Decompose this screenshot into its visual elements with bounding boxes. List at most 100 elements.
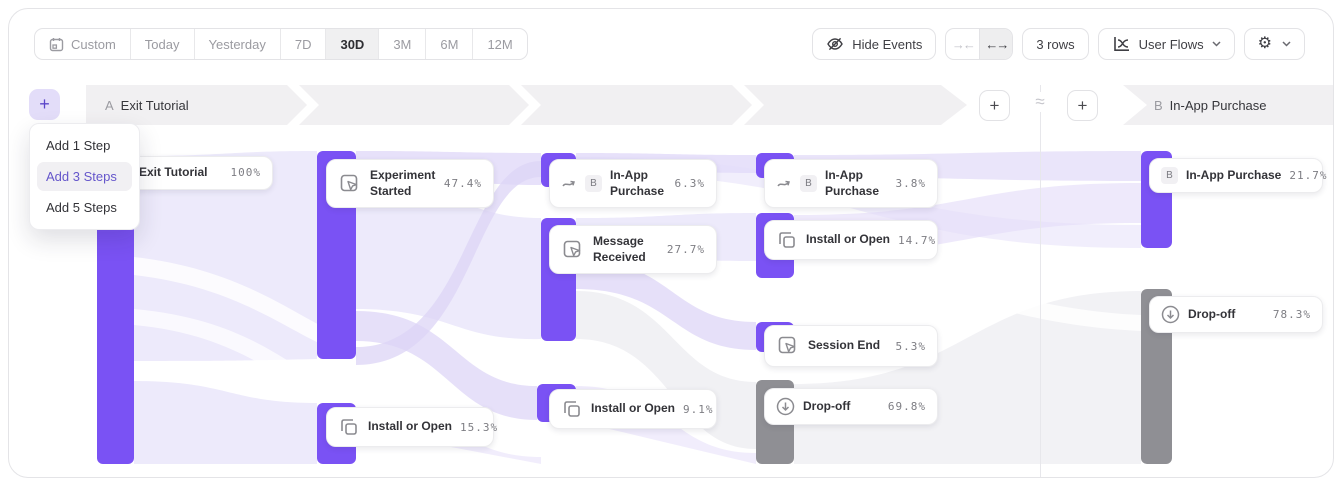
hide-events-button[interactable]: Hide Events <box>812 28 937 60</box>
node-percent: 47.4% <box>443 177 482 191</box>
view-type-dropdown[interactable]: User Flows <box>1097 28 1235 60</box>
date-range-label: Yesterday <box>208 36 266 52</box>
settings-dropdown[interactable]: ⚙ <box>1243 28 1305 60</box>
node-label: Drop-off <box>1188 306 1236 321</box>
add-step-a-button[interactable]: + <box>979 90 1010 121</box>
expand-icon: ←→ <box>985 36 1009 52</box>
rows-count-button[interactable]: 3 rows <box>1022 28 1089 60</box>
step-a-header[interactable]: A Exit Tutorial <box>105 94 189 116</box>
section-b-badge: B <box>1161 167 1178 184</box>
expand-columns-button[interactable]: ←→ <box>979 29 1013 59</box>
add-step-button[interactable]: + <box>29 89 60 120</box>
node-percent: 69.8% <box>887 400 926 413</box>
menu-item-add-5-steps[interactable]: Add 5 Steps <box>46 200 117 215</box>
flow-node-message-received[interactable]: Message Received 27.7% <box>549 225 717 275</box>
flow-node-session-end[interactable]: Session End 5.3% <box>764 325 938 367</box>
date-range-label: 3M <box>393 36 412 52</box>
plus-icon: + <box>1077 95 1088 115</box>
node-percent: 3.8% <box>895 177 926 191</box>
node-label: Message Received <box>593 234 646 264</box>
date-range-selector: Custom Today Yesterday 7D 30D 3M 6M 12M <box>34 28 528 60</box>
node-label: Session End <box>808 338 881 353</box>
hide-events-label: Hide Events <box>852 36 923 52</box>
flow-node-install-or-open-9[interactable]: Install or Open 9.1% <box>549 389 717 429</box>
collapse-icon: →← <box>951 36 976 52</box>
section-b-badge: B <box>800 175 817 193</box>
date-range-today[interactable]: Today <box>129 29 194 59</box>
menu-item-add-3-steps[interactable]: Add 3 Steps <box>37 162 132 191</box>
date-range-label: 12M <box>487 36 513 52</box>
node-percent: 6.3% <box>674 177 705 191</box>
plus-icon: + <box>989 95 1000 115</box>
node-percent: 15.3% <box>460 420 499 434</box>
add-step-menu: Add 1 Step Add 3 Steps Add 5 Steps <box>29 123 140 230</box>
node-percent: 27.7% <box>666 243 705 257</box>
flow-node-experiment-started[interactable]: Experiment Started 47.4% <box>326 159 494 209</box>
date-range-label: 30D <box>340 36 365 52</box>
node-percent: 9.1% <box>683 402 714 416</box>
flow-node-in-app-purchase-6[interactable]: B In-App Purchase 6.3% <box>549 159 717 209</box>
menu-item-add-1-step[interactable]: Add 1 Step <box>46 138 111 153</box>
flow-node-in-app-purchase-3[interactable]: B In-App Purchase 3.8% <box>764 159 938 209</box>
install-icon <box>338 416 360 438</box>
chevron-down-icon <box>1282 41 1291 47</box>
flow-node-in-app-purchase-21[interactable]: B In-App Purchase 21.7% <box>1149 158 1326 193</box>
node-percent: 78.3% <box>1272 308 1311 321</box>
user-flows-panel: Custom Today Yesterday 7D 30D 3M 6M 12M … <box>8 8 1334 478</box>
event-icon <box>561 238 585 262</box>
step-b-header[interactable]: B In-App Purchase <box>1154 94 1267 116</box>
collapse-columns-button[interactable]: →← <box>946 29 979 59</box>
drop-off-icon <box>1161 305 1180 324</box>
date-range-6m[interactable]: 6M <box>425 29 472 59</box>
jump-arrow-icon <box>561 178 577 190</box>
node-percent: 100% <box>230 166 261 180</box>
section-divider <box>1040 85 1041 477</box>
approx-icon: ≈ <box>1024 92 1056 112</box>
node-percent: 21.7% <box>1289 169 1328 182</box>
node-label: Drop-off <box>803 398 851 413</box>
section-b-badge: B <box>585 175 602 193</box>
node-label: Install or Open <box>368 419 453 434</box>
chevron-down-icon <box>1212 41 1221 47</box>
flow-node-drop-off-78[interactable]: Drop-off 78.3% <box>1149 296 1323 333</box>
node-label: Install or Open <box>591 401 676 416</box>
date-range-7d[interactable]: 7D <box>279 29 326 59</box>
date-range-yesterday[interactable]: Yesterday <box>193 29 280 59</box>
rows-count-label: 3 rows <box>1036 36 1075 52</box>
add-step-b-button[interactable]: + <box>1067 90 1098 121</box>
date-range-custom[interactable]: Custom <box>35 29 130 59</box>
event-icon <box>338 172 362 196</box>
date-range-12m[interactable]: 12M <box>472 29 526 59</box>
event-icon <box>776 334 800 358</box>
jump-arrow-icon <box>776 178 792 190</box>
flow-node-drop-off-69[interactable]: Drop-off 69.8% <box>764 388 938 425</box>
install-icon <box>561 398 583 420</box>
date-range-label: 7D <box>294 36 312 52</box>
install-icon <box>776 229 798 251</box>
node-label: In-App Purchase <box>1186 167 1282 182</box>
date-range-3m[interactable]: 3M <box>378 29 425 59</box>
drop-off-icon <box>776 397 795 416</box>
node-label: Experiment Started <box>370 168 436 198</box>
date-range-label: Today <box>144 36 180 52</box>
spacing-toggle: →← ←→ <box>945 28 1014 60</box>
node-label: Install or Open <box>806 232 891 247</box>
date-range-30d[interactable]: 30D <box>325 29 379 59</box>
plus-icon: + <box>39 94 50 114</box>
step-letter: B <box>1154 97 1163 113</box>
calendar-icon <box>49 37 64 51</box>
gear-icon: ⚙ <box>1257 35 1272 52</box>
flow-node-install-or-open-14[interactable]: Install or Open 14.7% <box>764 220 938 260</box>
node-label: In-App Purchase <box>610 168 665 198</box>
node-percent: 14.7% <box>898 233 937 247</box>
node-label: In-App Purchase <box>825 168 880 198</box>
flow-node-install-or-open-15[interactable]: Install or Open 15.3% <box>326 407 497 447</box>
step-title: In-App Purchase <box>1169 97 1267 113</box>
toolbar-right: Hide Events →← ←→ 3 rows User Flows ⚙ <box>812 28 1305 60</box>
date-range-label: Custom <box>71 36 116 52</box>
node-label: Exit Tutorial <box>139 165 208 179</box>
view-type-label: User Flows <box>1138 36 1204 52</box>
step-header-band <box>86 85 1333 125</box>
step-title: Exit Tutorial <box>120 97 189 113</box>
node-percent: 5.3% <box>895 339 926 353</box>
